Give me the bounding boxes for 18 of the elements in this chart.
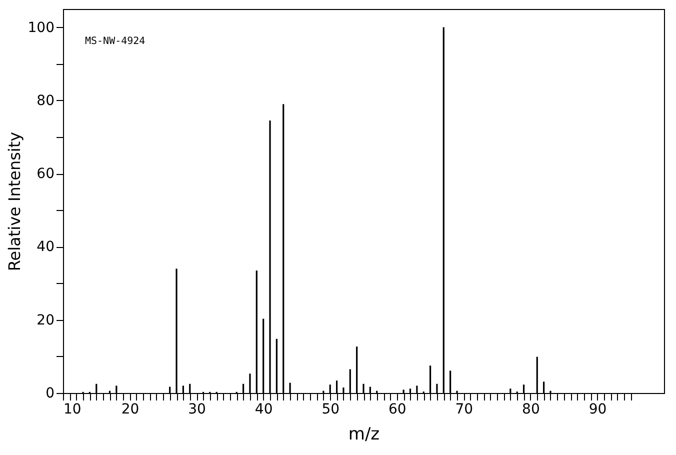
- y-tick-label: 20: [36, 312, 54, 328]
- y-tick-label: 100: [28, 20, 54, 36]
- x-tick-label: 30: [188, 402, 206, 418]
- x-axis-title: m/z: [348, 424, 380, 444]
- x-tick-label: 50: [322, 402, 340, 418]
- x-tick-label: 40: [254, 402, 273, 418]
- x-tick-label: 60: [388, 402, 406, 418]
- y-tick-label: 60: [36, 166, 54, 182]
- y-tick-label: 40: [36, 239, 54, 256]
- annotation: MS-NW-4924: [85, 36, 146, 47]
- x-tick-label: 70: [455, 402, 474, 418]
- y-axis-title: Relative Intensity: [4, 132, 24, 272]
- x-tick-label: 10: [64, 402, 82, 418]
- y-tick-label: 80: [36, 92, 54, 109]
- x-tick-label: 20: [121, 402, 140, 418]
- x-tick-label: 80: [522, 402, 540, 418]
- x-tick-label: 90: [588, 402, 607, 418]
- y-tick-label: 0: [46, 386, 54, 402]
